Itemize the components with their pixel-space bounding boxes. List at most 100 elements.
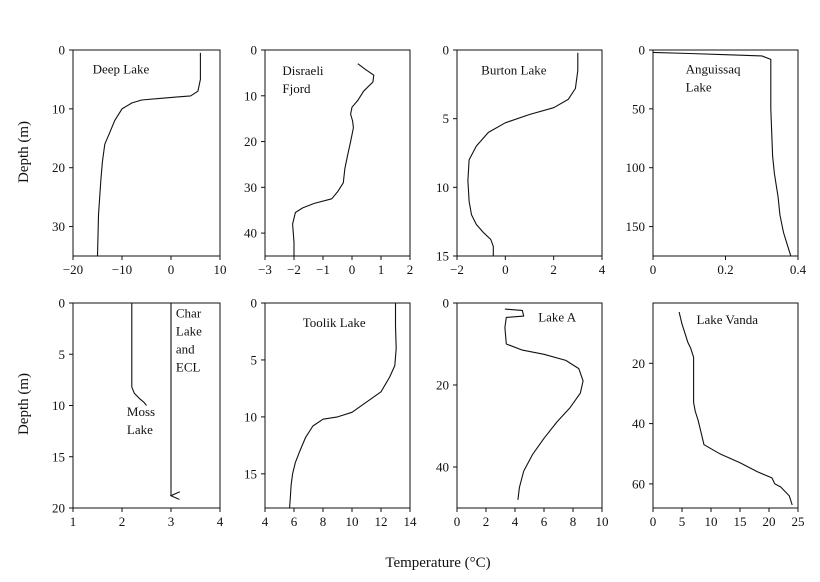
x-tick-label: 10 xyxy=(346,514,359,529)
annotation-line: Lake xyxy=(127,422,153,437)
annotation-line: Toolik Lake xyxy=(303,315,366,330)
temperature-profile xyxy=(504,308,584,500)
x-tick-label: 14 xyxy=(404,514,418,529)
y-tick-label: 5 xyxy=(251,352,258,367)
y-tick-label: 5 xyxy=(59,347,66,362)
annotation-line: Lake xyxy=(176,323,202,338)
x-tick-label: 4 xyxy=(599,262,606,277)
y-tick-label: 20 xyxy=(436,378,449,393)
y-axis-label-bottom: Depth (m) xyxy=(16,373,32,435)
x-tick-label: 10 xyxy=(596,514,609,529)
x-tick-label: 2 xyxy=(483,514,490,529)
panel-annotation: Moss Lake xyxy=(127,404,155,437)
y-tick-label: 10 xyxy=(436,180,449,195)
x-tick-label: 6 xyxy=(291,514,298,529)
y-tick-label: 20 xyxy=(52,501,65,516)
x-tick-label: 6 xyxy=(541,514,548,529)
annotation-line: Lake xyxy=(686,80,712,95)
x-tick-label: 0.4 xyxy=(790,262,807,277)
x-tick-label: 2 xyxy=(550,262,557,277)
y-tick-label: 15 xyxy=(52,449,65,464)
x-tick-label: 12 xyxy=(375,514,388,529)
panel-annotation: Toolik Lake xyxy=(303,315,366,330)
y-tick-label: 60 xyxy=(632,476,645,491)
x-tick-label: 1 xyxy=(70,514,77,529)
y-tick-label: 0 xyxy=(639,43,646,58)
y-tick-label: 30 xyxy=(52,219,65,234)
y-tick-label: 40 xyxy=(436,460,449,475)
annotation-line: and xyxy=(176,341,195,356)
x-tick-label: 8 xyxy=(320,514,327,529)
x-tick-label: −1 xyxy=(316,262,330,277)
panel-8: 0 5 10 15 20 25 20 40 60 Lake Vanda xyxy=(632,302,805,529)
x-tick-label: 0 xyxy=(349,262,356,277)
annotation-line: Char xyxy=(176,305,202,320)
y-tick-label: 10 xyxy=(52,398,65,413)
panel-frame xyxy=(264,49,411,257)
x-tick-label: 0 xyxy=(168,262,175,277)
temperature-profile xyxy=(652,51,792,257)
y-tick-label: 100 xyxy=(626,160,646,175)
x-tick-label: 10 xyxy=(705,514,718,529)
annotation-line: Disraeli xyxy=(282,63,324,78)
annotation-line: Lake Vanda xyxy=(697,312,759,327)
temperature-profile xyxy=(131,303,147,406)
x-tick-label: −3 xyxy=(258,262,272,277)
y-tick-label: 0 xyxy=(251,43,258,58)
panel-3: −2 0 2 4 0 5 10 15 Burton Lake xyxy=(436,43,606,278)
panel-frame xyxy=(652,302,799,509)
x-tick-label: −10 xyxy=(112,262,132,277)
y-tick-label: 0 xyxy=(443,43,450,58)
y-tick-label: 10 xyxy=(244,409,257,424)
panel-annotation: Burton Lake xyxy=(481,63,547,78)
y-tick-label: 0 xyxy=(59,43,66,58)
panel-frame xyxy=(456,49,603,257)
panel-6: 4 6 8 10 12 14 0 5 10 15 Toolik Lake xyxy=(244,296,417,530)
y-tick-label: 0 xyxy=(59,296,66,311)
annotation-line: Moss xyxy=(127,404,155,419)
x-tick-label: −20 xyxy=(63,262,83,277)
y-tick-label: 0 xyxy=(251,296,258,311)
x-tick-label: 1 xyxy=(378,262,385,277)
x-tick-label: 25 xyxy=(792,514,805,529)
panel-annotation: Disraeli Fjord xyxy=(282,63,324,96)
annotation-line: Lake A xyxy=(538,309,577,324)
y-tick-label: 0 xyxy=(443,296,450,311)
panel-frame xyxy=(652,49,799,257)
panel-annotation: Lake A xyxy=(538,309,577,324)
temperature-profile xyxy=(292,63,375,256)
x-tick-label: 0 xyxy=(502,262,509,277)
x-tick-label: 8 xyxy=(570,514,577,529)
panel-annotation: Char Lake and ECL xyxy=(176,305,202,374)
annotation-line: ECL xyxy=(176,359,201,374)
panel-annotation: Anguissaq Lake xyxy=(686,62,741,95)
y-tick-label: 10 xyxy=(244,88,257,103)
y-tick-label: 10 xyxy=(52,101,65,116)
y-tick-label: 15 xyxy=(244,466,257,481)
x-tick-label: 0 xyxy=(454,514,461,529)
y-tick-label: 20 xyxy=(632,356,645,371)
x-tick-label: −2 xyxy=(287,262,301,277)
y-tick-label: 40 xyxy=(244,226,257,241)
x-tick-label: 2 xyxy=(119,514,126,529)
panel-frame xyxy=(72,49,221,257)
temperature-profile xyxy=(289,303,397,509)
x-tick-label: 4 xyxy=(217,514,224,529)
y-tick-label: 50 xyxy=(632,101,645,116)
panel-frame xyxy=(456,302,603,509)
x-tick-label: 4 xyxy=(262,514,269,529)
y-tick-label: 5 xyxy=(443,111,450,126)
y-tick-label: 15 xyxy=(436,249,449,264)
x-tick-label: 10 xyxy=(214,262,227,277)
y-axis-label-top: Depth (m) xyxy=(16,121,32,183)
panel-frame xyxy=(264,302,411,509)
x-tick-label: 4 xyxy=(512,514,519,529)
panel-annotation: Lake Vanda xyxy=(697,312,759,327)
x-tick-label: 2 xyxy=(407,262,414,277)
annotation-line: Burton Lake xyxy=(481,63,547,78)
panel-1: −20 −10 0 10 0 10 20 30 Deep Lake xyxy=(52,43,227,278)
panel-5: 1 2 3 4 0 5 10 15 20 Moss Lake Char Lake and ECL xyxy=(52,296,224,530)
